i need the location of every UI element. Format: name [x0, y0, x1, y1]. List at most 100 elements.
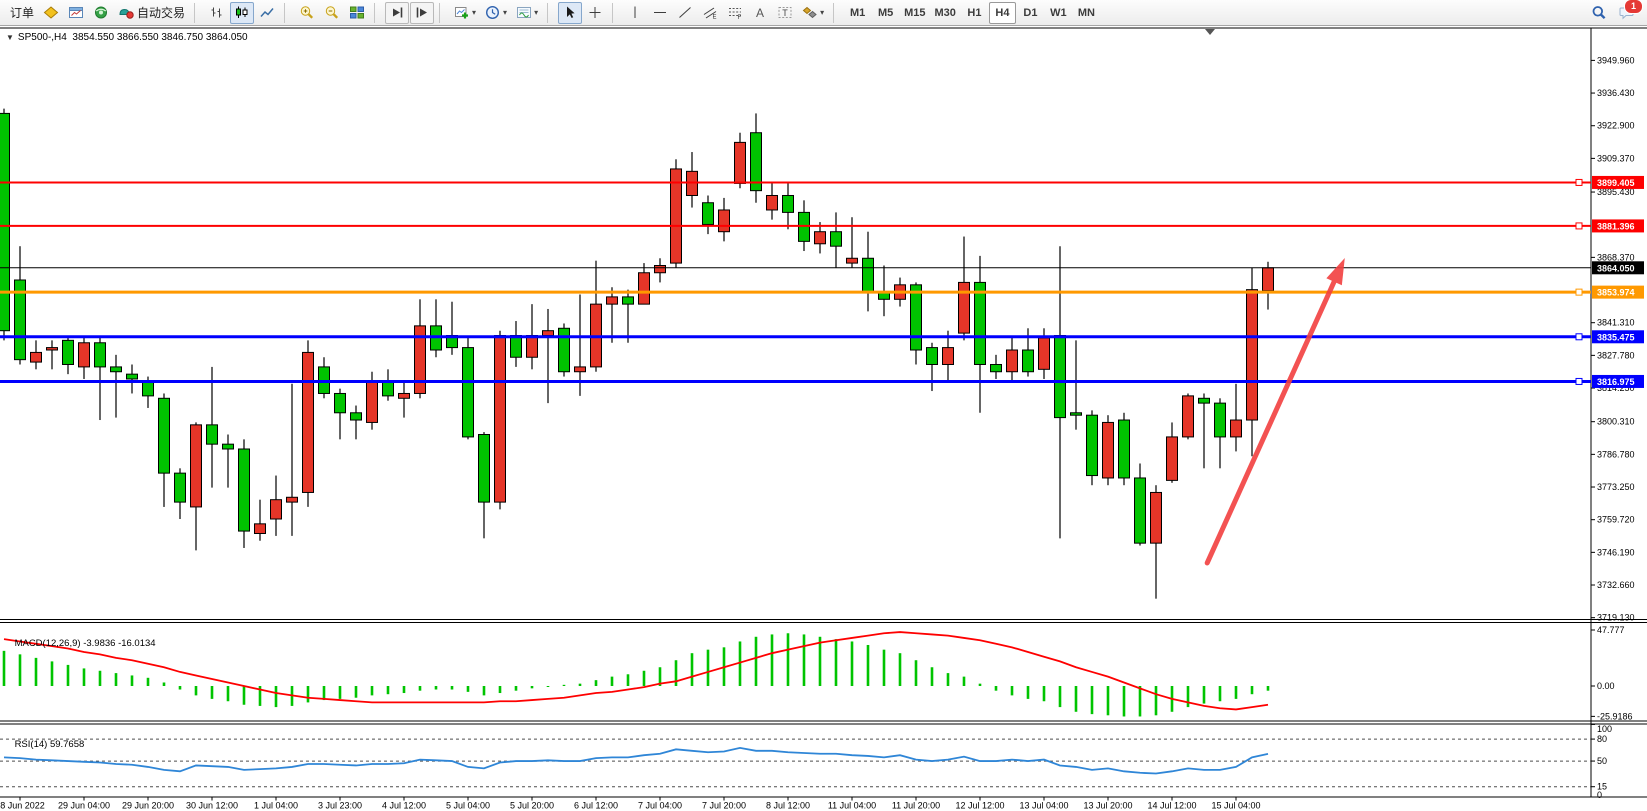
fibo-icon: F: [729, 8, 742, 20]
chart-window: 3949.960 3936.430 3922.900 3909.370 3895.430…: [0, 27, 1647, 811]
shapes-button[interactable]: ▾: [798, 2, 828, 24]
line-handle[interactable]: [1575, 222, 1583, 230]
timeframe-button-w1[interactable]: W1: [1050, 6, 1067, 19]
candle: [286, 496, 298, 503]
candlestick-chart-button[interactable]: [230, 1, 255, 24]
price-axis[interactable]: 3949.960 3936.430 3922.900 3909.370 3895.430…: [1591, 55, 1644, 623]
line-chart-button[interactable]: [255, 2, 279, 24]
chartwin-icon: [69, 7, 84, 18]
chevron-down-icon[interactable]: ▾: [534, 8, 539, 17]
notifications-button[interactable]: 1: [1615, 0, 1643, 24]
horizontal-line-button[interactable]: [648, 2, 672, 24]
periods-button[interactable]: ▾: [481, 2, 511, 24]
line-handle[interactable]: [1575, 178, 1583, 186]
timeframe-button-d1[interactable]: D1: [1023, 6, 1038, 19]
label-button[interactable]: T: [773, 2, 797, 24]
timeframe-button-m5[interactable]: M5: [877, 6, 894, 19]
candle: [654, 265, 666, 274]
trend-arrow[interactable]: [1204, 258, 1345, 566]
toolbar-separator: [547, 2, 554, 23]
candle: [1054, 335, 1066, 419]
candle: [606, 296, 618, 305]
crosshair-button[interactable]: [583, 2, 607, 24]
candle: [814, 231, 826, 245]
timeframe-button-m30[interactable]: M30: [934, 6, 956, 19]
chart-title-text: SP500-,H4 3854.550 3866.550 3846.750 386…: [17, 32, 248, 43]
candle: [1166, 436, 1178, 481]
fibonacci-button[interactable]: F: [723, 2, 747, 24]
chevron-down-icon[interactable]: ▾: [503, 8, 508, 17]
candle: [1022, 349, 1034, 373]
timeframe-button-mn[interactable]: MN: [1077, 6, 1095, 19]
macd-tick-label: 47.777: [1597, 625, 1625, 635]
chevron-down-icon[interactable]: ▾: [472, 8, 477, 17]
auto-scroll-button[interactable]: [385, 1, 410, 24]
zoomout-icon: [325, 6, 339, 19]
autotrading-button[interactable]: 自动交易: [114, 2, 189, 24]
candle: [1038, 337, 1050, 370]
notification-badge: 1: [1624, 0, 1643, 14]
candle: [558, 327, 570, 373]
chart-shift-button[interactable]: [410, 1, 435, 24]
diamond-icon: [43, 6, 59, 19]
price-tick-label: 3827.780: [1597, 350, 1635, 360]
svg-text:F: F: [738, 15, 742, 20]
timeframe-button-h4[interactable]: H4: [988, 1, 1016, 24]
autoscroll-icon: [393, 7, 403, 18]
tile-windows-button[interactable]: [345, 2, 369, 24]
time-tick-label: 11 Jul 04:00: [828, 801, 876, 811]
mql-community-icon[interactable]: [89, 2, 113, 24]
zoom-out-button[interactable]: [320, 2, 344, 24]
rsi-tick-label: 50: [1597, 756, 1607, 766]
chart-shift-marker[interactable]: [1205, 29, 1215, 35]
macd-tick-label: -25.9186: [1597, 711, 1633, 721]
text-button[interactable]: A: [748, 2, 772, 24]
time-tick-label: 30 Jun 12:00: [186, 801, 238, 811]
chevron-down-icon[interactable]: ▾: [820, 8, 825, 17]
new-order-button[interactable]: 订单: [3, 2, 38, 24]
timeframe-button-h1[interactable]: H1: [967, 6, 982, 19]
time-tick-label: 29 Jun 20:00: [122, 801, 174, 811]
cursor-button[interactable]: [558, 1, 583, 24]
channel-button[interactable]: E: [698, 2, 722, 24]
cursor-icon: [567, 6, 575, 18]
rsi-tick-label: 80: [1597, 734, 1607, 744]
collapse-icon[interactable]: ▼: [6, 33, 14, 42]
toolbar-separator: [612, 2, 619, 23]
candle: [622, 296, 634, 305]
candle: [734, 141, 746, 184]
chart-window-icon[interactable]: [64, 2, 88, 24]
market-watch-icon[interactable]: [39, 2, 63, 24]
bar-chart-button[interactable]: [205, 2, 229, 24]
toolbar-separator: [374, 2, 381, 23]
timeframe-button-m1[interactable]: M1: [849, 6, 866, 19]
time-tick-label: 14 Jul 12:00: [1147, 801, 1196, 811]
search-button[interactable]: [1587, 2, 1611, 24]
price-tick-label: 3800.310: [1597, 417, 1635, 427]
macd-tick-label: 0.00: [1597, 681, 1615, 691]
time-tick-label: 29 Jun 04:00: [58, 801, 110, 811]
price-tick-label: 3895.430: [1597, 187, 1635, 197]
line-handle[interactable]: [1575, 288, 1583, 296]
zoom-in-button[interactable]: [295, 2, 319, 24]
candle: [670, 168, 682, 264]
vertical-line-button[interactable]: [623, 2, 647, 24]
candle: [542, 330, 554, 337]
time-tick-label: 13 Jul 04:00: [1019, 801, 1068, 811]
line-handle[interactable]: [1575, 333, 1583, 341]
chart-canvas[interactable]: 3949.960 3936.430 3922.900 3909.370 3895.430…: [0, 27, 1647, 811]
timeframe-button-m15[interactable]: M15: [904, 6, 926, 19]
trendline-button[interactable]: [673, 2, 697, 24]
bars-icon: [211, 7, 222, 18]
new-order-button-label: 订单: [10, 6, 35, 20]
candle: [46, 347, 58, 351]
templates-button[interactable]: ▾: [512, 2, 542, 24]
tiles-icon: [350, 6, 365, 19]
candle: [718, 209, 730, 233]
chartshift-icon: [416, 7, 428, 18]
line-handle[interactable]: [1575, 377, 1583, 385]
candle: [350, 412, 362, 421]
new-chart-button[interactable]: ▾: [450, 2, 480, 24]
candle: [1214, 402, 1226, 438]
time-axis[interactable]: 28 Jun 2022 29 Jun 04:00 29 Jun 20:00 30 Ju…: [0, 797, 1261, 811]
